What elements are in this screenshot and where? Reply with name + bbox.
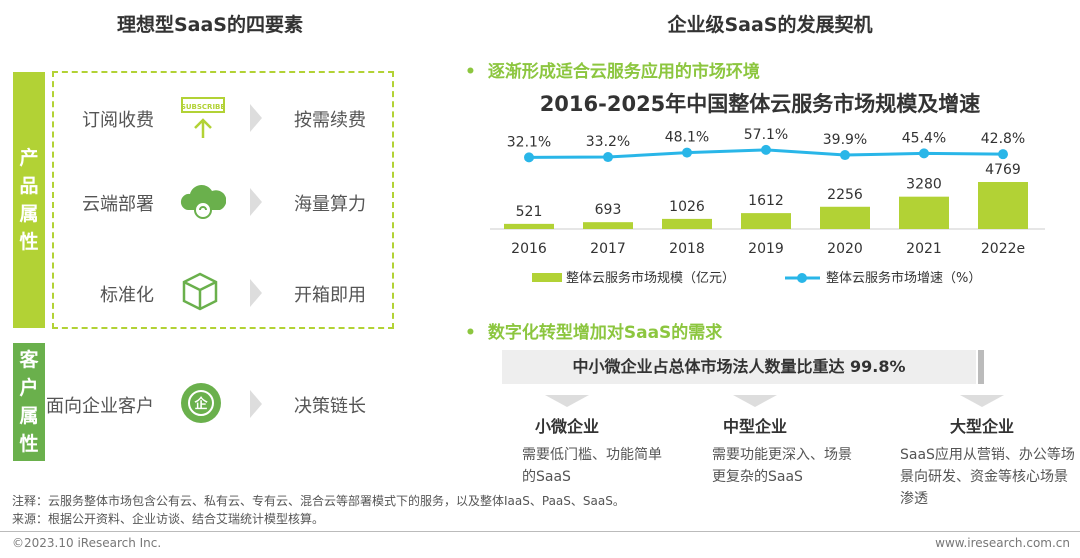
line-point <box>998 149 1008 160</box>
line-label: 39.9% <box>823 132 867 148</box>
subscribe-icon: SUBSCRIBE <box>180 96 226 144</box>
attr-feature: 云端部署 <box>82 194 154 215</box>
left-title: 理想型SaaS的四要素 <box>116 14 303 36</box>
chart: 521 2016 32.1% 693 2017 33.2% 1026 2018 48.1% 161… <box>490 127 1045 286</box>
chevron-right-icon <box>250 104 262 132</box>
attr-benefit: 开箱即用 <box>294 285 366 306</box>
banner-marker <box>978 350 984 384</box>
segment-desc: SaaS应用从营销、办公等场景向研发、资金等核心场景渗透 <box>900 447 1075 507</box>
legend-bar-swatch <box>532 273 562 282</box>
bar <box>820 206 870 229</box>
attr-benefit: 决策链长 <box>294 396 366 417</box>
line-label: 33.2% <box>586 134 630 150</box>
line-label: 32.1% <box>507 134 551 150</box>
bar-label: 3280 <box>906 177 942 193</box>
chart-title: 2016-2025年中国整体云服务市场规模及增速 <box>539 92 981 116</box>
attr-benefit: 按需续费 <box>294 110 366 131</box>
chevron-right-icon <box>250 390 262 418</box>
bar <box>583 222 633 229</box>
attr-benefit: 海量算力 <box>294 194 366 215</box>
segment-desc: 需要功能更深入、场景更复杂的SaaS <box>712 447 852 485</box>
customer-attr-label: 客户属性 <box>13 343 45 461</box>
url: www.iresearch.com.cn <box>935 536 1070 550</box>
attr-feature: 订阅收费 <box>82 110 154 131</box>
chevron-right-icon <box>250 279 262 307</box>
bar-label: 4769 <box>985 162 1021 178</box>
segment-title: 小微企业 <box>534 417 599 436</box>
line-point <box>840 150 850 161</box>
line-point <box>919 148 929 159</box>
bar <box>504 223 554 229</box>
divider <box>0 531 1080 532</box>
x-tick-label: 2021 <box>906 241 942 257</box>
legend-bar-label: 整体云服务市场规模（亿元） <box>566 270 735 286</box>
down-triangle-icon <box>545 395 589 407</box>
copyright: ©2023.10 iResearch Inc. <box>12 536 162 550</box>
x-tick-label: 2022e <box>981 241 1025 257</box>
segment-desc: 需要低门槛、功能简单的SaaS <box>522 447 662 485</box>
line-label: 45.4% <box>902 130 946 146</box>
line-point <box>682 147 692 158</box>
product-attr-box <box>52 71 394 329</box>
banner: 中小微企业占总体市场法人数量比重达 99.8% <box>502 350 976 384</box>
x-tick-label: 2016 <box>511 241 547 257</box>
chevron-right-icon <box>250 188 262 216</box>
source: 来源：根据公开资料、企业访谈、结合艾瑞统计模型核算。 <box>12 512 325 526</box>
down-triangle-icon <box>960 395 1004 407</box>
bullet-2: • 数字化转型增加对SaaS的需求 <box>465 323 723 343</box>
attr-feature: 标准化 <box>100 285 154 306</box>
bar-label: 693 <box>595 202 622 218</box>
svg-text:企: 企 <box>193 396 208 412</box>
bar-label: 2256 <box>827 187 863 203</box>
cube-icon <box>180 271 220 315</box>
down-triangle-icon <box>733 395 777 407</box>
x-tick-label: 2017 <box>590 241 626 257</box>
bar-label: 1026 <box>669 199 705 215</box>
bar <box>662 218 712 229</box>
svg-text:SUBSCRIBE: SUBSCRIBE <box>181 103 226 111</box>
line-point <box>524 152 534 163</box>
right-title: 企业级SaaS的发展契机 <box>667 14 873 36</box>
bar-label: 521 <box>516 204 543 220</box>
bar <box>899 196 949 229</box>
line-label: 57.1% <box>744 127 788 143</box>
product-attr-label: 产品属性 <box>13 72 45 328</box>
bar <box>978 182 1028 229</box>
segment-title: 大型企业 <box>949 417 1014 436</box>
bullet-1: • 逐渐形成适合云服务应用的市场环境 <box>465 62 760 82</box>
line-point <box>603 152 613 163</box>
bar <box>741 213 791 229</box>
x-tick-label: 2019 <box>748 241 784 257</box>
enterprise-icon: 企 <box>180 382 222 428</box>
attr-feature: 面向企业客户 <box>46 396 154 417</box>
segment-title: 中型企业 <box>722 417 787 436</box>
legend-line-label: 整体云服务市场增速（%） <box>826 270 981 286</box>
bar-label: 1612 <box>748 193 784 209</box>
line-label: 48.1% <box>665 130 709 146</box>
cloud-icon <box>180 180 227 224</box>
legend-line-marker <box>797 273 807 283</box>
x-tick-label: 2018 <box>669 241 705 257</box>
line-label: 42.8% <box>981 131 1025 147</box>
line-point <box>761 144 771 155</box>
x-tick-label: 2020 <box>827 241 863 257</box>
footnote: 注释：云服务整体市场包含公有云、私有云、专有云、混合云等部署模式下的服务，以及整… <box>12 494 625 508</box>
